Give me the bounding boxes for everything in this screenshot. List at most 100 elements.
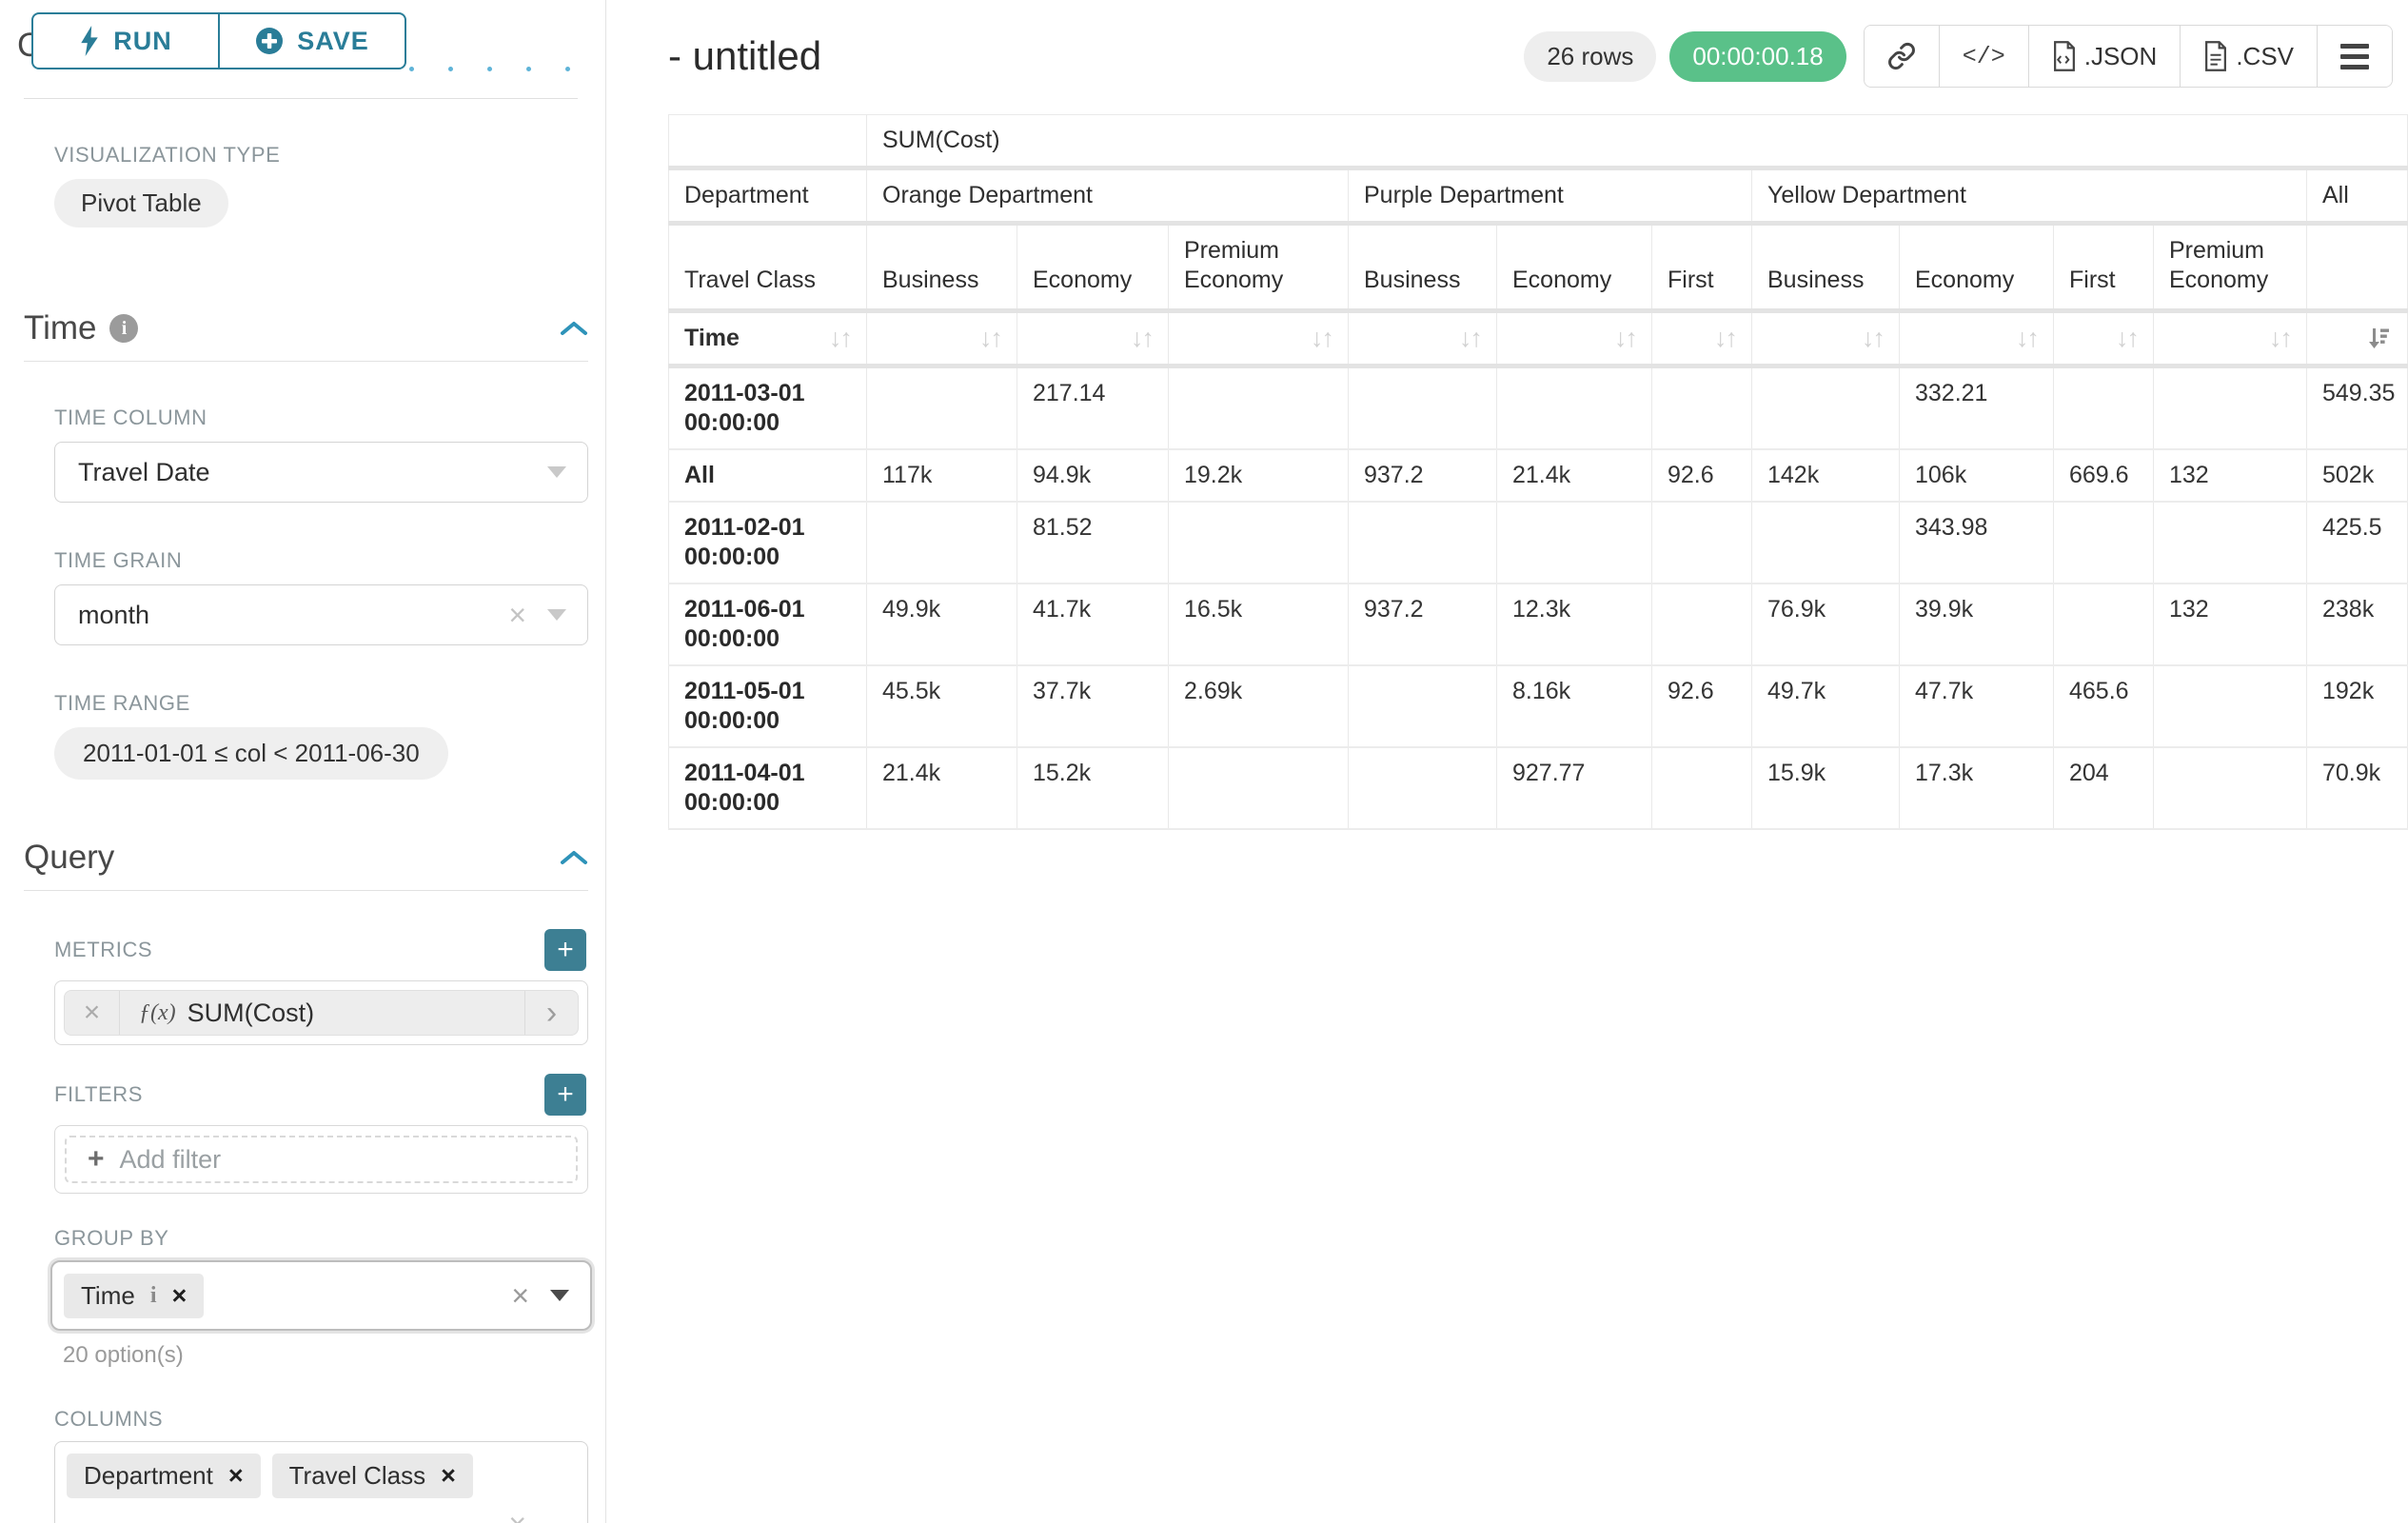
divider — [24, 361, 588, 362]
export-csv-button[interactable]: .CSV — [2181, 26, 2318, 87]
travel-class-header: First — [2053, 223, 2154, 313]
chart-title[interactable]: - untitled — [668, 33, 822, 78]
panel-resize-grip[interactable] — [409, 67, 570, 71]
row-count-badge: 26 rows — [1524, 30, 1657, 82]
pivot-value-cell: 204 — [2053, 746, 2154, 830]
view-query-button[interactable]: </> — [1939, 26, 2029, 87]
chip[interactable]: Travel Class × — [271, 1454, 473, 1498]
clear-icon[interactable]: × — [511, 1278, 529, 1313]
sort-icon[interactable]: ↓↑ — [2269, 324, 2293, 352]
chevron-down-icon[interactable] — [547, 609, 566, 621]
pivot-row-header: 2011-03-01 00:00:00 — [668, 366, 867, 450]
pivot-body: 2011-03-01 00:00:00 217.14 332.21 549.35 All… — [668, 366, 2408, 830]
pivot-value-cell: 39.9k — [1899, 583, 2054, 666]
chip[interactable]: Department × — [67, 1454, 261, 1498]
collapse-chevron-icon[interactable] — [560, 320, 588, 337]
pivot-value-cell: 343.98 — [1899, 501, 2054, 584]
table-row: All 117k 94.9k 19.2k 937.2 21.4k 92.6 142k 106k 6… — [668, 448, 2408, 503]
group-by-options-count: 20 option(s) — [63, 1342, 184, 1368]
add-metric-button[interactable]: + — [544, 929, 586, 971]
pivot-value-cell: 117k — [866, 448, 1017, 503]
pivot-value-cell — [2053, 366, 2154, 450]
sort-icon[interactable]: ↓↑ — [1862, 324, 1885, 352]
pivot-value-cell: 549.35 — [2305, 366, 2408, 450]
department-group-header: All — [2305, 168, 2408, 226]
time-section-title: Time — [24, 309, 97, 346]
pivot-value-cell — [1168, 746, 1349, 830]
sort-cell: ↓↑ — [1751, 310, 1900, 368]
query-actions: RUN SAVE — [31, 12, 406, 69]
chart-header: - untitled 26 rows 00:00:00.18 </> .JSON — [607, 0, 2408, 88]
pivot-row-header: 2011-04-01 00:00:00 — [668, 746, 867, 830]
run-button[interactable]: RUN — [31, 12, 219, 69]
sort-cell: ↓↑ — [1016, 310, 1169, 368]
remove-metric-icon[interactable]: × — [65, 991, 120, 1035]
pivot-value-cell — [2153, 501, 2307, 584]
pivot-value-cell: 332.21 — [1899, 366, 2054, 450]
sort-cell: ↓↑ — [2053, 310, 2154, 368]
add-filter-button[interactable]: + Add filter — [65, 1136, 578, 1183]
clear-icon[interactable]: × — [508, 598, 526, 632]
collapse-chevron-icon[interactable] — [560, 849, 588, 866]
menu-button[interactable] — [2318, 26, 2392, 87]
sort-cell: ↓↑ — [1496, 310, 1652, 368]
chip[interactable]: Time i × — [64, 1273, 205, 1318]
travel-class-header: Business — [1751, 223, 1900, 313]
divider — [24, 890, 588, 891]
sort-icon[interactable]: ↓↑ — [1311, 324, 1334, 352]
pivot-value-cell: 37.7k — [1016, 664, 1169, 748]
lightning-bolt-icon — [81, 26, 98, 56]
sort-icon[interactable]: ↓↑ — [1131, 324, 1155, 352]
pivot-value-cell: 132 — [2153, 583, 2307, 666]
time-range-label: TIME RANGE — [54, 691, 190, 715]
sort-cell: ↓↑ — [866, 310, 1017, 368]
export-json-button[interactable]: .JSON — [2028, 26, 2181, 87]
time-grain-label: TIME GRAIN — [54, 548, 183, 572]
travel-class-header: Premium Economy — [1168, 223, 1349, 313]
sort-icon[interactable]: ↓↑ — [829, 324, 853, 352]
pivot-value-cell — [1651, 583, 1752, 666]
time-grain-select[interactable]: month × — [54, 584, 588, 645]
sort-icon[interactable]: ↓↑ — [1614, 324, 1638, 352]
pivot-value-cell: 92.6 — [1651, 448, 1752, 503]
sort-descending-icon[interactable] — [2366, 326, 2392, 351]
remove-chip-icon[interactable]: × — [171, 1280, 188, 1310]
sort-icon[interactable]: ↓↑ — [1459, 324, 1483, 352]
pivot-value-cell — [1168, 366, 1349, 450]
plus-circle-icon — [256, 28, 284, 54]
chip-label: Time — [81, 1280, 135, 1310]
chevron-down-icon[interactable] — [550, 1290, 569, 1301]
sort-icon[interactable]: ↓↑ — [1714, 324, 1738, 352]
add-filter-plus-button[interactable]: + — [544, 1074, 586, 1116]
sort-icon[interactable]: ↓↑ — [2016, 324, 2040, 352]
pivot-value-cell — [1168, 501, 1349, 584]
group-by-select[interactable]: Time i × × — [50, 1260, 592, 1331]
table-row: 2011-05-01 00:00:00 45.5k 37.7k 2.69k 8.16k 9… — [668, 664, 2408, 748]
pivot-value-cell — [866, 501, 1017, 584]
save-button[interactable]: SAVE — [219, 12, 406, 69]
sort-icon[interactable]: ↓↑ — [979, 324, 1003, 352]
pivot-value-cell: 132 — [2153, 448, 2307, 503]
query-section-header: Query — [24, 839, 588, 877]
columns-select[interactable]: Department × Travel Class × × — [54, 1441, 588, 1523]
remove-chip-icon[interactable]: × — [227, 1461, 244, 1490]
time-row-label-cell: Time ↓↑ — [668, 310, 867, 368]
visualization-type-value[interactable]: Pivot Table — [54, 179, 228, 227]
sort-icon[interactable]: ↓↑ — [2116, 324, 2140, 352]
pivot-value-cell: 45.5k — [866, 664, 1017, 748]
chevron-down-icon[interactable] — [547, 466, 566, 478]
sort-cell — [2305, 310, 2408, 368]
time-column-select[interactable]: Travel Date — [54, 442, 588, 503]
department-group-header: Yellow Department — [1751, 168, 2307, 226]
pivot-value-cell — [1348, 366, 1497, 450]
pivot-value-cell: 2.69k — [1168, 664, 1349, 748]
pivot-value-cell — [1651, 366, 1752, 450]
clear-icon[interactable]: × — [508, 1509, 526, 1523]
pivot-value-cell: 238k — [2305, 583, 2408, 666]
metric-chip[interactable]: × ƒ(x) SUM(Cost) › — [64, 990, 579, 1036]
pivot-value-cell — [2153, 366, 2307, 450]
share-link-button[interactable] — [1864, 26, 1940, 87]
time-range-value[interactable]: 2011-01-01 ≤ col < 2011-06-30 — [54, 727, 448, 780]
remove-chip-icon[interactable]: × — [441, 1461, 456, 1490]
chevron-right-icon[interactable]: › — [524, 991, 578, 1035]
